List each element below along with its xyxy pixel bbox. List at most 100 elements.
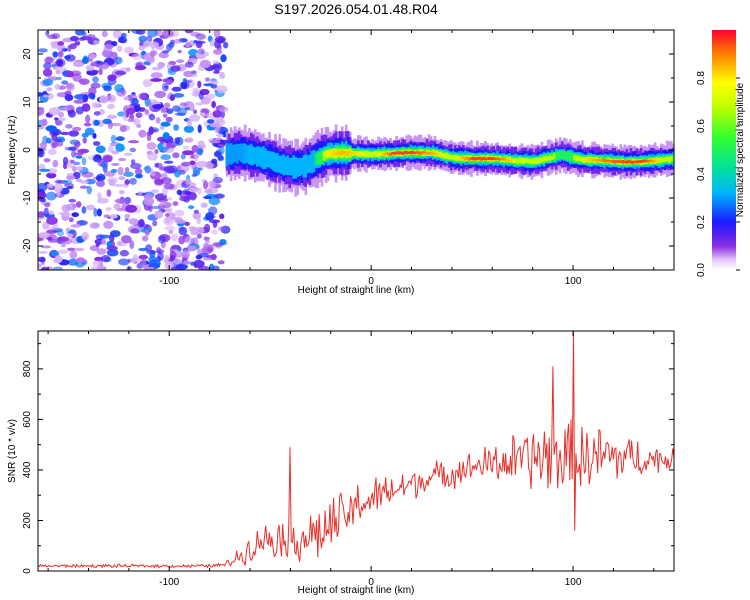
noise-blob (170, 65, 181, 72)
ridge-cell (552, 153, 556, 160)
noise-blob (166, 142, 173, 148)
noise-blob (131, 97, 139, 106)
noise-blob (189, 160, 196, 166)
noise-blob (176, 189, 183, 196)
ridge-cell (239, 143, 243, 162)
x-tick-label: 100 (565, 577, 582, 588)
ridge-cell (393, 151, 397, 155)
noise-blob (107, 176, 119, 184)
y-tick-label: -20 (22, 238, 33, 253)
noise-blob (143, 197, 155, 206)
noise-blob (103, 44, 114, 49)
noise-blob (191, 144, 199, 153)
noise-blob (213, 49, 223, 55)
ridge-cell (506, 159, 510, 162)
noise-blob (219, 71, 226, 80)
noise-blob (195, 33, 206, 40)
noise-blob (119, 125, 127, 133)
noise-blob (199, 59, 211, 69)
x-tick-label: -100 (159, 276, 179, 287)
ridge-cell (355, 151, 358, 155)
noise-blob (118, 190, 125, 195)
ridge-cell (534, 157, 538, 164)
ridge-cell (423, 151, 427, 154)
noise-blob (86, 185, 93, 195)
ridge-cell (623, 160, 627, 163)
noise-blob (38, 182, 48, 192)
noise-blob (185, 42, 191, 48)
noise-blob (46, 183, 54, 188)
noise-blob (205, 93, 216, 99)
ridge-cell (601, 158, 604, 162)
ridge-cell (296, 158, 300, 177)
noise-blob (102, 118, 112, 125)
x-tick-label: 0 (368, 276, 374, 287)
noise-blob (41, 118, 48, 127)
noise-blob (178, 226, 188, 236)
noise-blob (111, 150, 119, 155)
ridge-cell (250, 143, 253, 166)
noise-blob (183, 125, 195, 133)
noise-blob (117, 243, 127, 247)
ridge-cell (641, 159, 645, 163)
noise-blob (96, 248, 107, 255)
noise-blob (78, 78, 90, 85)
noise-blob (81, 171, 94, 178)
ridge-cell (280, 155, 283, 175)
ridge-cell (474, 157, 477, 161)
noise-blob (74, 247, 85, 252)
noise-blob (217, 260, 225, 265)
noise-blob (147, 30, 158, 38)
ridge-cell (332, 150, 336, 157)
ridge-cell (627, 159, 631, 164)
colorbar-gradient (712, 30, 736, 270)
noise-blob (117, 166, 124, 176)
ridge-cell (367, 151, 370, 158)
noise-blob (217, 156, 225, 162)
noise-blob (161, 50, 170, 54)
noise-blob (193, 109, 198, 115)
noise-blob (67, 45, 72, 52)
noise-blob (161, 187, 168, 196)
noise-blob (171, 233, 179, 242)
y-tick-label: 0 (22, 568, 33, 574)
noise-blob (57, 41, 65, 46)
noise-blob (123, 152, 133, 156)
ridge-cell (357, 152, 360, 156)
ridge-cell (413, 151, 417, 155)
noise-blob (54, 117, 59, 121)
ridge-cell (490, 157, 493, 161)
noise-blob (42, 78, 54, 86)
noise-blob (189, 104, 195, 112)
noise-blob (103, 214, 110, 218)
noise-blob (99, 234, 111, 239)
noise-blob (92, 260, 102, 267)
snr-y-ticks: 0 200 400 600 800 (22, 343, 674, 574)
noise-blob (205, 77, 210, 82)
noise-blob (99, 95, 109, 104)
noise-blob (159, 201, 166, 206)
ridge-cell (536, 157, 540, 164)
ridge-cell (458, 156, 461, 160)
noise-blob (103, 155, 113, 163)
noise-blob (61, 243, 66, 248)
noise-blob (76, 257, 86, 264)
noise-blob (171, 266, 181, 270)
ridge-cell (625, 160, 629, 164)
snr-series-line (38, 331, 674, 569)
noise-blob (196, 160, 209, 168)
ridge-cell (431, 151, 435, 155)
y-tick-label: 10 (22, 96, 33, 108)
noise-blob (181, 249, 190, 259)
noise-blob (42, 68, 53, 77)
ridge-cell (361, 152, 364, 156)
noise-blob (125, 204, 138, 213)
noise-blob (107, 74, 117, 81)
snr-x-ticks: -100 0 100 (47, 331, 655, 588)
ridge-cell (268, 151, 271, 168)
noise-blob (215, 133, 224, 137)
noise-blob (138, 254, 149, 260)
ridge-cell (260, 147, 263, 168)
ridge-cell (409, 150, 413, 155)
noise-blob (113, 203, 121, 210)
